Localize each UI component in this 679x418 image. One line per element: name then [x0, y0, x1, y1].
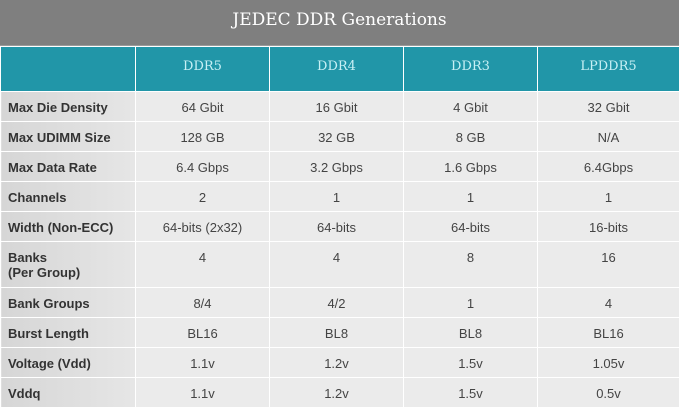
table-cell: 4/2	[269, 287, 404, 318]
table-cell: 4	[269, 241, 404, 288]
table-cell: BL16	[537, 317, 679, 348]
header-lpddr5: LPDDR5	[537, 46, 679, 92]
row-label: Max UDIMM Size	[0, 121, 136, 152]
header-ddr4: DDR4	[269, 46, 404, 92]
row-label-text: Banks	[8, 250, 48, 265]
table-row: Voltage (Vdd) 1.1v 1.2v 1.5v 1.05v	[0, 347, 679, 378]
table-row: Channels 2 1 1 1	[0, 181, 679, 212]
table-cell: 4	[135, 241, 270, 288]
table-cell: BL16	[135, 317, 270, 348]
row-label-text: Bank Groups	[8, 296, 90, 311]
table-cell: 64-bits	[269, 211, 404, 242]
row-label-text: Width (Non-ECC)	[8, 220, 114, 235]
table-row: Bank Groups 8/4 4/2 1 4	[0, 287, 679, 318]
table-cell: 8/4	[135, 287, 270, 318]
table-cell: 4 Gbit	[403, 91, 538, 122]
row-label-text: Burst Length	[8, 326, 89, 341]
table-row: Max Data Rate 6.4 Gbps 3.2 Gbps 1.6 Gbps 6.4…	[0, 151, 679, 182]
table-cell: 32 Gbit	[537, 91, 679, 122]
row-label-text: Voltage (Vdd)	[8, 356, 91, 371]
table-cell: 1.1v	[135, 347, 270, 378]
row-label-text: Channels	[8, 190, 67, 205]
table-cell: 1.1v	[135, 377, 270, 408]
row-label-text: Max Die Density	[8, 100, 108, 115]
table-row: Width (Non-ECC) 64-bits (2x32) 64-bits 64-b…	[0, 211, 679, 242]
table-cell: 64-bits (2x32)	[135, 211, 270, 242]
table-cell: 16-bits	[537, 211, 679, 242]
table-title: JEDEC DDR Generations	[0, 0, 679, 46]
row-label-text: Vddq	[8, 386, 41, 401]
table-cell: 6.4Gbps	[537, 151, 679, 182]
table-cell: 1.5v	[403, 347, 538, 378]
table-cell: 6.4 Gbps	[135, 151, 270, 182]
row-label-text: Max UDIMM Size	[8, 130, 111, 145]
row-label: Banks (Per Group)	[0, 241, 136, 288]
row-label: Bank Groups	[0, 287, 136, 318]
row-label: Burst Length	[0, 317, 136, 348]
table-cell: 128 GB	[135, 121, 270, 152]
table-cell: 1.2v	[269, 377, 404, 408]
table-cell: 8 GB	[403, 121, 538, 152]
table-row: Vddq 1.1v 1.2v 1.5v 0.5v	[0, 377, 679, 408]
table-cell: 16	[537, 241, 679, 288]
table-cell: 1.2v	[269, 347, 404, 378]
row-label: Max Data Rate	[0, 151, 136, 182]
table-cell: BL8	[403, 317, 538, 348]
table-row: Banks (Per Group) 4 4 8 16	[0, 241, 679, 288]
header-empty	[0, 46, 136, 92]
row-label-subtext: (Per Group)	[8, 265, 81, 280]
header-ddr5: DDR5	[135, 46, 270, 92]
table-cell: 4	[537, 287, 679, 318]
table-cell: 8	[403, 241, 538, 288]
table-cell: 0.5v	[537, 377, 679, 408]
table-cell: 3.2 Gbps	[269, 151, 404, 182]
row-label: Voltage (Vdd)	[0, 347, 136, 378]
table-cell: N/A	[537, 121, 679, 152]
table-row: Max Die Density 64 Gbit 16 Gbit 4 Gbit 32 Gb…	[0, 91, 679, 122]
row-label-text: Max Data Rate	[8, 160, 97, 175]
header-row: DDR5 DDR4 DDR3 LPDDR5	[0, 46, 679, 92]
header-ddr3: DDR3	[403, 46, 538, 92]
row-label: Width (Non-ECC)	[0, 211, 136, 242]
table-cell: BL8	[269, 317, 404, 348]
table-cell: 1.6 Gbps	[403, 151, 538, 182]
table-cell: 32 GB	[269, 121, 404, 152]
table-cell: 2	[135, 181, 270, 212]
row-label: Vddq	[0, 377, 136, 408]
table-cell: 1	[403, 287, 538, 318]
row-label: Max Die Density	[0, 91, 136, 122]
ddr-comparison-table: DDR5 DDR4 DDR3 LPDDR5 Max Die Density 64 …	[0, 46, 679, 408]
table-cell: 1	[269, 181, 404, 212]
table-cell: 16 Gbit	[269, 91, 404, 122]
table-row: Burst Length BL16 BL8 BL8 BL16	[0, 317, 679, 348]
table-cell: 1.5v	[403, 377, 538, 408]
table-cell: 1.05v	[537, 347, 679, 378]
table-cell: 1	[537, 181, 679, 212]
row-label: Channels	[0, 181, 136, 212]
table-row: Max UDIMM Size 128 GB 32 GB 8 GB N/A	[0, 121, 679, 152]
table-cell: 64 Gbit	[135, 91, 270, 122]
table-cell: 64-bits	[403, 211, 538, 242]
table-cell: 1	[403, 181, 538, 212]
